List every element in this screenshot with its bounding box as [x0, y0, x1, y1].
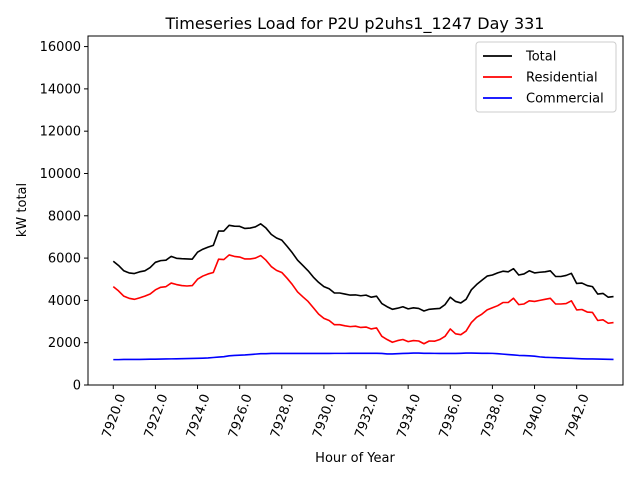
y-tick-label: 8000 [48, 209, 81, 224]
series-line-commercial [113, 352, 614, 361]
series-line-total [112, 223, 614, 312]
series-line-residential [112, 254, 614, 345]
legend: Total Residential Commercial [475, 41, 617, 113]
legend-label-residential: Residential [526, 71, 598, 86]
y-tick-label: 4000 [48, 294, 81, 309]
y-tick-label: 0 [73, 379, 81, 394]
y-tick-label: 14000 [40, 82, 81, 97]
legend-label-total: Total [525, 50, 556, 65]
legend-box [475, 41, 617, 113]
y-axis-label: kW total [15, 183, 30, 237]
y-axis-ticks: 0 2000 4000 6000 8000 10000 12000 14000 16000 [40, 40, 88, 394]
y-tick-label: 2000 [48, 336, 81, 351]
y-tick-label: 12000 [40, 125, 81, 140]
plot-series [112, 223, 614, 361]
plot-frame [87, 35, 624, 386]
y-tick-label: 16000 [40, 40, 81, 55]
x-axis-label: Hour of Year [315, 451, 395, 466]
y-tick-label: 10000 [40, 167, 81, 182]
y-tick-label: 6000 [48, 252, 81, 267]
legend-label-commercial: Commercial [526, 92, 604, 107]
chart-title: Timeseries Load for P2U p2uhs1_1247 Day … [165, 14, 545, 34]
